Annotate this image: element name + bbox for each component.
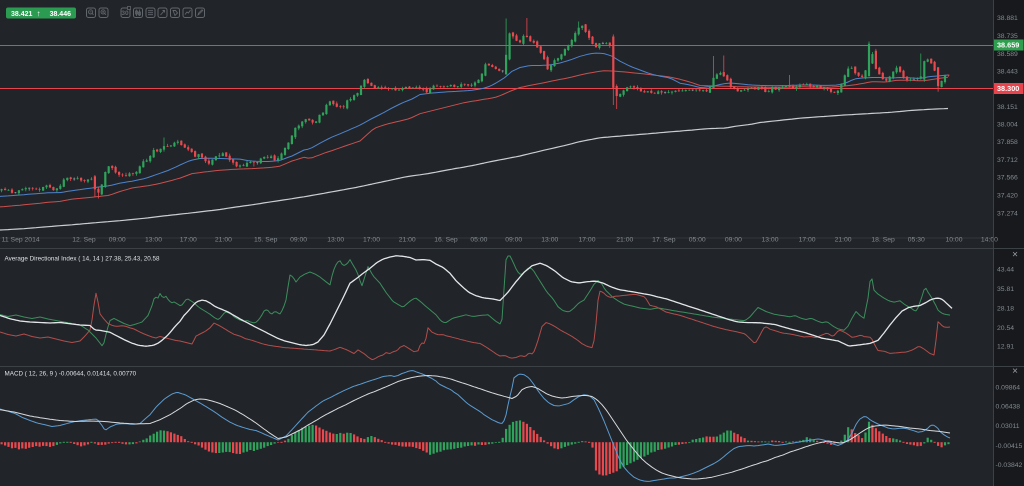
svg-text:38.881: 38.881 [997,15,1018,22]
svg-text:0.03011: 0.03011 [996,423,1020,430]
svg-text:14:00: 14:00 [981,237,998,244]
svg-text:12.91: 12.91 [997,344,1014,351]
svg-text:38.589: 38.589 [997,51,1018,58]
svg-text:0.09864: 0.09864 [996,385,1021,392]
svg-text:13:00: 13:00 [761,237,778,244]
svg-text:0.06438: 0.06438 [996,403,1021,410]
svg-text:10:00: 10:00 [945,237,962,244]
svg-text:12. Sep: 12. Sep [72,237,96,244]
svg-text:21:00: 21:00 [215,237,232,244]
svg-text:11 Sep 2014: 11 Sep 2014 [2,237,40,244]
svg-text:17:00: 17:00 [578,237,595,244]
svg-text:37.274: 37.274 [997,210,1018,217]
svg-text:37.566: 37.566 [997,174,1018,181]
svg-text:↑: ↑ [37,9,41,18]
svg-text:13:00: 13:00 [327,237,344,244]
svg-text:-0.03842: -0.03842 [996,462,1023,469]
svg-text:38.659: 38.659 [997,41,1019,50]
svg-text:09:00: 09:00 [725,237,742,244]
svg-text:21:00: 21:00 [399,237,416,244]
svg-text:35.81: 35.81 [997,286,1014,293]
svg-text:09:00: 09:00 [290,237,307,244]
svg-text:15. Sep: 15. Sep [254,237,278,244]
svg-text:13:00: 13:00 [541,237,558,244]
svg-text:37.420: 37.420 [997,192,1018,199]
svg-text:30: 30 [121,10,129,17]
svg-text:17:00: 17:00 [180,237,197,244]
svg-text:38.735: 38.735 [997,33,1018,40]
svg-text:43.44: 43.44 [997,267,1014,274]
svg-text:17. Sep: 17. Sep [652,237,676,244]
svg-text:21:00: 21:00 [835,237,852,244]
svg-text:-0.00415: -0.00415 [996,443,1023,450]
svg-text:38.446: 38.446 [50,11,72,18]
svg-text:16. Sep: 16. Sep [434,237,458,244]
svg-text:38.300: 38.300 [997,84,1019,93]
svg-text:21:00: 21:00 [616,237,633,244]
svg-text:37.712: 37.712 [997,157,1018,164]
svg-text:MACD ( 12, 26, 9 ) -0.00644, 0: MACD ( 12, 26, 9 ) -0.00644, 0.01414, 0.… [5,371,137,378]
svg-text:38.443: 38.443 [997,68,1018,75]
svg-text:17:00: 17:00 [363,237,380,244]
svg-text:37.858: 37.858 [997,139,1018,146]
svg-text:28.18: 28.18 [997,305,1014,312]
svg-text:Average Directional Index ( 14: Average Directional Index ( 14, 14 ) 27.… [5,256,160,263]
svg-text:05:00: 05:00 [689,237,706,244]
svg-text:09:00: 09:00 [505,237,522,244]
svg-text:05:30: 05:30 [908,237,925,244]
svg-text:×: × [1012,366,1018,377]
svg-text:38.151: 38.151 [997,104,1018,111]
svg-text:13:00: 13:00 [145,237,162,244]
svg-text:17:00: 17:00 [799,237,816,244]
svg-text:×: × [1012,250,1018,261]
svg-text:38.004: 38.004 [997,121,1018,128]
svg-text:20.54: 20.54 [997,325,1014,332]
svg-text:09:00: 09:00 [109,237,126,244]
svg-text:38.421: 38.421 [11,11,33,18]
svg-text:18. Sep: 18. Sep [871,237,895,244]
svg-text:05:00: 05:00 [470,237,487,244]
